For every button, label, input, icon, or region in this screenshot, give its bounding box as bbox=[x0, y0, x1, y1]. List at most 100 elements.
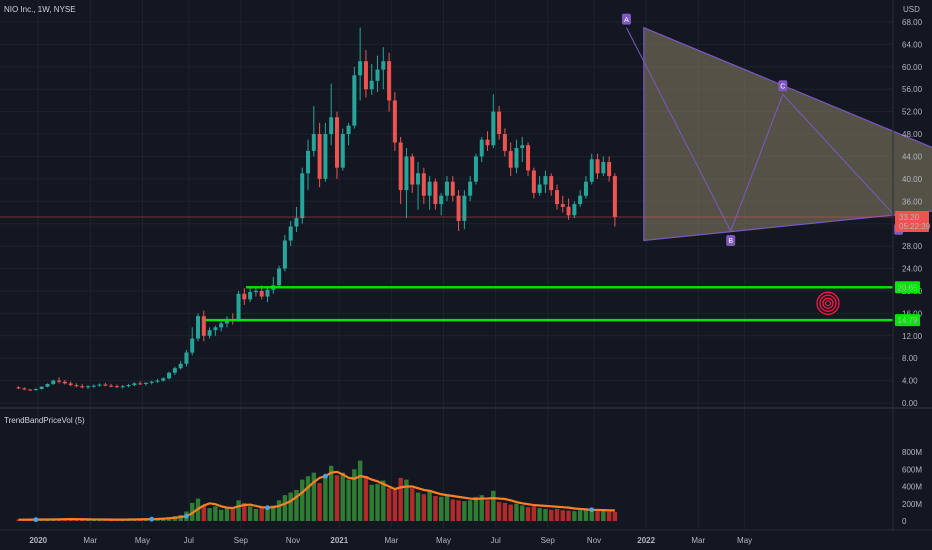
candle-body[interactable] bbox=[392, 100, 397, 143]
volume-bar[interactable] bbox=[577, 510, 583, 521]
volume-bar[interactable] bbox=[502, 502, 508, 521]
candle-body[interactable] bbox=[213, 327, 218, 331]
candle-body[interactable] bbox=[253, 290, 258, 293]
volume-bar[interactable] bbox=[514, 503, 519, 521]
candle-body[interactable] bbox=[149, 381, 154, 383]
candle-body[interactable] bbox=[33, 388, 38, 391]
candle-body[interactable] bbox=[352, 75, 357, 126]
volume-bar[interactable] bbox=[404, 479, 409, 521]
volume-bar[interactable] bbox=[456, 500, 461, 521]
candle-body[interactable] bbox=[583, 181, 588, 196]
candle-body[interactable] bbox=[196, 316, 201, 339]
candle-body[interactable] bbox=[103, 384, 108, 386]
volume-bar[interactable] bbox=[357, 460, 363, 521]
volume-bar[interactable] bbox=[224, 508, 230, 521]
candle-body[interactable] bbox=[612, 176, 617, 217]
volume-bar[interactable] bbox=[381, 480, 386, 521]
volume-bar[interactable] bbox=[572, 511, 577, 521]
candle-body[interactable] bbox=[358, 61, 363, 76]
candle-body[interactable] bbox=[51, 380, 56, 384]
candle-body[interactable] bbox=[363, 61, 368, 90]
candle-body[interactable] bbox=[444, 181, 449, 196]
candle-body[interactable] bbox=[294, 218, 299, 227]
volume-bar[interactable] bbox=[450, 499, 455, 521]
candle-body[interactable] bbox=[595, 159, 600, 174]
volume-bar[interactable] bbox=[427, 489, 432, 521]
volume-bar[interactable] bbox=[207, 508, 212, 521]
volume-bar[interactable] bbox=[242, 502, 247, 521]
volume-bar[interactable] bbox=[560, 510, 565, 521]
volume-bar[interactable] bbox=[352, 469, 357, 521]
volume-bar[interactable] bbox=[271, 505, 276, 521]
candle-body[interactable] bbox=[607, 162, 612, 177]
volume-bar[interactable] bbox=[201, 505, 207, 521]
candle-body[interactable] bbox=[126, 385, 131, 387]
candle-body[interactable] bbox=[491, 111, 496, 146]
candle-body[interactable] bbox=[120, 386, 125, 388]
candle-body[interactable] bbox=[236, 293, 241, 321]
candle-body[interactable] bbox=[109, 385, 114, 387]
candle-body[interactable] bbox=[381, 61, 386, 70]
candle-body[interactable] bbox=[531, 170, 536, 193]
volume-bar[interactable] bbox=[543, 508, 548, 521]
candle-body[interactable] bbox=[589, 159, 594, 182]
volume-bar[interactable] bbox=[328, 465, 334, 521]
volume-bar[interactable] bbox=[282, 495, 288, 521]
candle-body[interactable] bbox=[317, 134, 322, 179]
pattern-point-badge[interactable] bbox=[778, 80, 788, 92]
volume-bar[interactable] bbox=[276, 500, 282, 521]
candle-body[interactable] bbox=[346, 125, 351, 135]
volume-bar[interactable] bbox=[259, 507, 264, 521]
candle-body[interactable] bbox=[161, 378, 166, 381]
volume-bar[interactable] bbox=[305, 476, 311, 521]
volume-bar[interactable] bbox=[612, 511, 618, 521]
triangle-shape[interactable] bbox=[643, 26, 932, 242]
candle-body[interactable] bbox=[167, 372, 172, 379]
candle-body[interactable] bbox=[277, 268, 282, 286]
candle-body[interactable] bbox=[97, 384, 102, 386]
candle-body[interactable] bbox=[306, 150, 311, 174]
volume-bar[interactable] bbox=[554, 508, 560, 521]
candle-body[interactable] bbox=[201, 316, 206, 336]
volume-bar[interactable] bbox=[531, 506, 537, 521]
volume-bar[interactable] bbox=[549, 509, 554, 521]
candle-body[interactable] bbox=[16, 387, 21, 389]
volume-bar[interactable] bbox=[566, 510, 571, 521]
candle-body[interactable] bbox=[537, 184, 542, 193]
volume-bar[interactable] bbox=[525, 507, 531, 521]
candle-body[interactable] bbox=[91, 385, 96, 387]
candle-body[interactable] bbox=[62, 381, 67, 384]
candle-body[interactable] bbox=[288, 226, 293, 241]
candle-body[interactable] bbox=[138, 383, 143, 385]
candle-body[interactable] bbox=[132, 383, 137, 386]
candle-body[interactable] bbox=[311, 134, 316, 151]
candle-body[interactable] bbox=[543, 176, 548, 185]
volume-bar[interactable] bbox=[247, 506, 253, 521]
candle-body[interactable] bbox=[57, 380, 62, 382]
volume-bar[interactable] bbox=[253, 508, 259, 521]
candle-body[interactable] bbox=[259, 290, 264, 297]
volume-bar[interactable] bbox=[294, 489, 299, 521]
candle-body[interactable] bbox=[427, 181, 432, 196]
volume-bar[interactable] bbox=[491, 490, 496, 521]
volume-bar[interactable] bbox=[433, 495, 438, 521]
volume-bar[interactable] bbox=[606, 511, 612, 521]
pattern-point-badge[interactable] bbox=[726, 234, 736, 246]
triangle-pattern[interactable] bbox=[643, 26, 932, 242]
candle-body[interactable] bbox=[566, 206, 571, 216]
candle-body[interactable] bbox=[265, 289, 270, 297]
candle-body[interactable] bbox=[329, 117, 334, 135]
candle-body[interactable] bbox=[473, 156, 478, 182]
candle-body[interactable] bbox=[508, 150, 513, 168]
volume-bar[interactable] bbox=[520, 505, 525, 521]
candle-body[interactable] bbox=[282, 240, 287, 269]
volume-bar[interactable] bbox=[392, 489, 398, 521]
volume-bar[interactable] bbox=[386, 488, 392, 521]
candle-body[interactable] bbox=[410, 156, 415, 185]
volume-bar[interactable] bbox=[508, 504, 513, 521]
candle-body[interactable] bbox=[549, 176, 554, 191]
volume-bar[interactable] bbox=[415, 492, 421, 521]
candle-body[interactable] bbox=[242, 293, 247, 300]
volume-bar[interactable] bbox=[473, 496, 479, 521]
